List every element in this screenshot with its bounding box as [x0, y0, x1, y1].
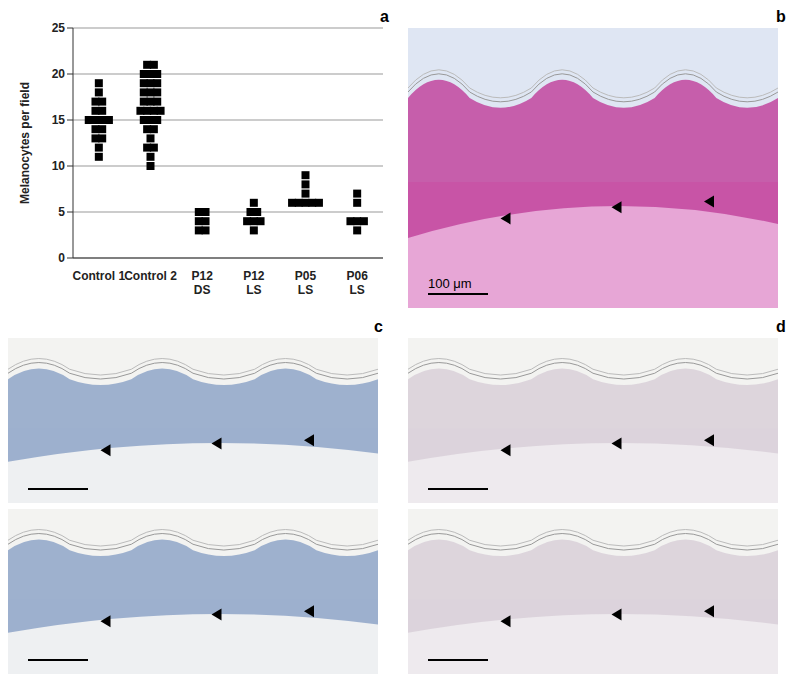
svg-text:Melanocytes per field: Melanocytes per field: [18, 82, 32, 204]
svg-text:10: 10: [52, 159, 66, 173]
svg-text:5: 5: [58, 205, 65, 219]
html-text:a: a: [380, 8, 389, 25]
svg-text:P12LS: P12LS: [243, 269, 265, 297]
svg-text:25: 25: [52, 21, 66, 35]
svg-text:15: 15: [52, 113, 66, 127]
svg-text:100 μm: 100 μm: [428, 276, 472, 291]
svg-text:P12DS: P12DS: [191, 269, 213, 297]
svg-text:P05LS: P05LS: [295, 269, 317, 297]
svg-text:Control 1: Control 1: [72, 269, 125, 283]
html-text:c: c: [374, 318, 383, 335]
svg-text:20: 20: [52, 67, 66, 81]
svg-text:Control 2: Control 2: [124, 269, 177, 283]
html-text:d: d: [776, 318, 786, 335]
svg-text:0: 0: [58, 251, 65, 265]
html-text:b: b: [776, 8, 786, 25]
svg-text:P06LS: P06LS: [346, 269, 368, 297]
